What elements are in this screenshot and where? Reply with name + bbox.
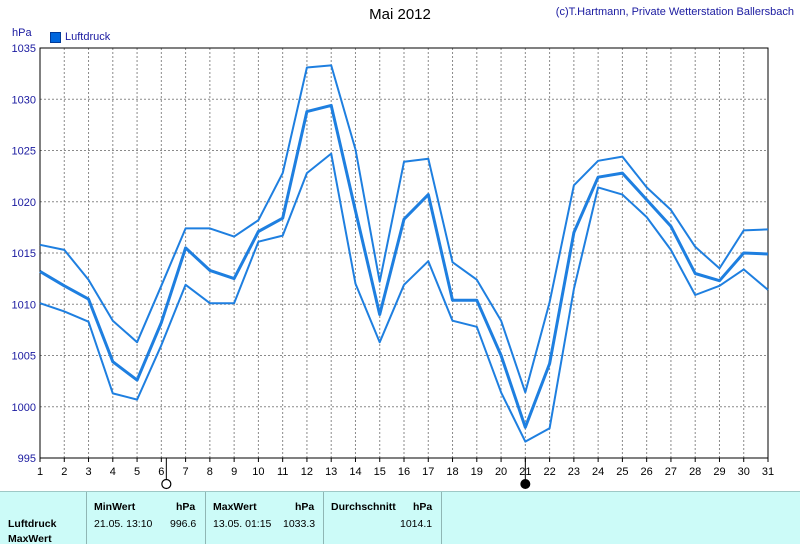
series-line-max [39,64,769,394]
min-datetime: 21.05. 13:10 [94,518,153,530]
series-line-min [39,152,769,443]
x-tick-label: 3 [85,466,91,478]
x-tick-label: 27 [665,466,677,478]
avg-unit: hPa [413,501,433,513]
x-tick-label: 26 [641,466,653,478]
x-tick-label: 9 [231,466,237,478]
x-tick-label: 6 [158,466,164,478]
min-unit: hPa [176,501,196,513]
x-tick-label: 23 [568,466,580,478]
y-tick-label: 1020 [12,197,36,209]
x-tick-label: 17 [422,466,434,478]
stats-separator [205,492,206,544]
stats-separator [86,492,87,544]
y-tick-label: 995 [18,453,36,465]
x-tick-label: 12 [301,466,313,478]
y-tick-label: 1030 [12,94,36,106]
chart-markers [161,458,531,490]
max-value: 1033.3 [283,518,316,530]
y-tick-label: 1005 [12,351,36,363]
x-tick-label: 7 [183,466,189,478]
legend-label: Luftdruck [65,31,111,43]
x-tick-label: 25 [616,466,628,478]
y-axis-unit-label: hPa [12,27,32,39]
x-tick-label: 16 [398,466,410,478]
y-tick-label: 1010 [12,299,36,311]
min-value: 996.6 [170,518,197,530]
stats-separator [323,492,324,544]
min-header: MinWert [94,501,136,513]
x-tick-label: 2 [61,466,67,478]
x-tick-label: 10 [252,466,264,478]
chart-title: Mai 2012 [369,6,431,23]
chart-grid [40,47,768,459]
max-header: MaxWert [213,501,257,513]
max-unit: hPa [295,501,315,513]
open-circle-marker [161,478,172,490]
x-tick-label: 19 [471,466,483,478]
copyright-notice: (c)T.Hartmann, Private Wetterstation Bal… [555,6,794,18]
statistics-panel: Luftdruck MaxWert MinWert hPa 21.05. 13:… [0,491,800,545]
x-tick-label: 15 [374,466,386,478]
filled-circle-marker [520,479,531,489]
avg-header: Durchschnitt [331,501,396,513]
legend-swatch [50,31,61,43]
x-tick-label: 4 [110,466,116,478]
x-tick-label: 8 [207,466,213,478]
avg-value: 1014.1 [400,518,433,530]
chart-series [39,64,769,443]
x-tick-label: 5 [134,466,140,478]
x-tick-label: 24 [592,466,604,478]
legend: Luftdruck [50,31,110,43]
x-tick-label: 18 [446,466,458,478]
max-datetime: 13.05. 01:15 [213,518,272,530]
stats-row-label-maxwert: MaxWert [8,533,52,545]
x-tick-label: 30 [738,466,750,478]
x-tick-label: 22 [543,466,555,478]
x-tick-label: 1 [37,466,43,478]
chart-axes [39,47,769,462]
x-tick-label: 11 [277,466,288,478]
x-tick-label: 31 [762,466,774,478]
y-tick-label: 1015 [12,248,36,260]
stats-row-label-luftdruck: Luftdruck [8,518,57,530]
series-line-avg [39,103,769,429]
stats-separator [441,492,442,544]
x-tick-label: 28 [689,466,701,478]
x-tick-label: 29 [713,466,725,478]
y-tick-label: 1035 [12,43,36,55]
x-tick-label: 14 [349,466,361,478]
y-tick-label: 1025 [12,146,36,158]
x-tick-label: 20 [495,466,507,478]
x-tick-label: 13 [325,466,337,478]
y-tick-label: 1000 [12,402,36,414]
